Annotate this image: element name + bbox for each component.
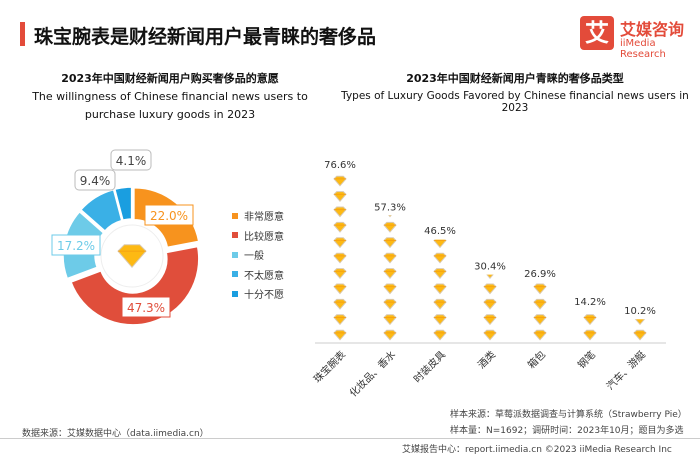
page-title: 珠宝腕表是财经新闻用户最青睐的奢侈品 bbox=[34, 26, 377, 48]
donut-slice bbox=[113, 186, 133, 222]
diamond-icon bbox=[333, 268, 347, 279]
diamond-icon bbox=[433, 314, 447, 326]
diamond-icon bbox=[483, 283, 497, 295]
diamond-icon bbox=[533, 283, 547, 295]
diamond-icon bbox=[383, 283, 397, 295]
sample-source: 样本来源：草莓派数据调查与计算系统（Strawberry Pie） bbox=[450, 410, 687, 420]
data-source: 数据来源：艾媒数据中心（data.iimedia.cn） bbox=[22, 429, 209, 439]
diamond-icon bbox=[433, 268, 447, 279]
donut-data-label: 22.0% bbox=[150, 209, 188, 223]
diamond-icon bbox=[533, 298, 547, 310]
bar-data-label: 14.2% bbox=[574, 297, 606, 308]
diamond-icon bbox=[433, 298, 447, 310]
donut-legend: 非常愿意比较愿意一般不太愿意十分不愿 bbox=[232, 206, 284, 304]
diamond-icon bbox=[433, 329, 447, 341]
donut-label-box bbox=[121, 296, 171, 318]
legend-item: 不太愿意 bbox=[232, 265, 284, 285]
diamond-icon bbox=[383, 268, 397, 279]
diamond-icon bbox=[383, 298, 397, 310]
x-tick-label: 化妆品、香水 bbox=[347, 348, 399, 400]
legend-label: 比较愿意 bbox=[244, 231, 284, 243]
diamond-icon bbox=[634, 319, 646, 326]
x-tick-label: 钢笔 bbox=[575, 348, 598, 371]
diamond-icon bbox=[333, 314, 347, 326]
diamond-icon bbox=[483, 329, 497, 341]
diamond-icon bbox=[433, 252, 447, 264]
legend-item: 十分不愿 bbox=[232, 284, 284, 304]
legend-swatch bbox=[232, 251, 238, 258]
diamond-icon bbox=[333, 191, 347, 202]
footer-divider bbox=[0, 438, 700, 439]
donut-label-box bbox=[110, 149, 152, 171]
bar-data-label: 57.3% bbox=[374, 202, 406, 213]
legend-swatch bbox=[232, 271, 238, 278]
diamond-icon bbox=[583, 329, 597, 341]
x-tick-label: 珠宝腕表 bbox=[311, 348, 348, 385]
diamond-icon bbox=[333, 206, 347, 218]
diamond-icon bbox=[433, 283, 447, 295]
x-tick-label: 时装皮具 bbox=[411, 348, 448, 385]
donut-data-label: 4.1% bbox=[116, 154, 147, 168]
diamond-icon bbox=[333, 221, 347, 233]
logo-cn: 艾媒咨询 bbox=[620, 20, 685, 39]
diamond-icon bbox=[483, 314, 497, 326]
logo-en: iiMedia Research bbox=[620, 38, 666, 60]
donut-data-label: 9.4% bbox=[80, 174, 111, 188]
x-tick-label: 箱包 bbox=[525, 348, 548, 371]
diamond-icon bbox=[383, 314, 397, 326]
donut-data-label: 17.2% bbox=[57, 239, 95, 253]
bar-data-label: 30.4% bbox=[474, 262, 506, 273]
bar-data-label: 46.5% bbox=[424, 226, 456, 237]
diamond-icon bbox=[383, 237, 397, 249]
donut-label-box bbox=[144, 204, 194, 226]
sample-info: 样本量：N=1692；调研时间：2023年10月；题目为多选 bbox=[450, 426, 684, 436]
diamond-icon bbox=[333, 252, 347, 264]
diamond-icon bbox=[533, 314, 547, 326]
legend-item: 非常愿意 bbox=[232, 206, 284, 226]
donut-label-box bbox=[51, 234, 101, 256]
title-accent-bar bbox=[20, 22, 25, 46]
bar-data-label: 76.6% bbox=[324, 160, 356, 171]
legend-swatch bbox=[232, 212, 238, 219]
donut-title: 2023年中国财经新闻用户购买奢侈品的意愿 bbox=[61, 72, 279, 85]
bar-subtitle: Types of Luxury Goods Favored by Chinese… bbox=[341, 90, 689, 114]
bar-data-label: 10.2% bbox=[624, 306, 656, 317]
logo-mark: 艾 bbox=[580, 16, 614, 50]
diamond-icon bbox=[333, 237, 347, 249]
legend-swatch bbox=[232, 232, 238, 239]
legend-label: 十分不愿 bbox=[244, 290, 284, 302]
donut-label-box bbox=[74, 169, 116, 191]
diamond-icon bbox=[486, 274, 494, 279]
bar-data-label: 26.9% bbox=[524, 269, 556, 280]
legend-label: 一般 bbox=[244, 251, 264, 263]
diamond-icon bbox=[533, 329, 547, 341]
diamond-icon bbox=[633, 329, 647, 341]
legend-item: 一般 bbox=[232, 245, 284, 265]
bar-title: 2023年中国财经新闻用户青睐的奢侈品类型 bbox=[406, 72, 624, 85]
diamond-icon bbox=[383, 329, 397, 341]
x-tick-label: 酒类 bbox=[475, 348, 498, 371]
donut-slice bbox=[79, 188, 123, 233]
legend-item: 比较愿意 bbox=[232, 226, 284, 246]
diamond-icon bbox=[388, 215, 392, 218]
diamond-icon bbox=[433, 239, 447, 249]
footer-credit: 艾媒报告中心：report.iimedia.cn ©2023 iiMedia R… bbox=[402, 445, 672, 455]
diamond-icon bbox=[333, 175, 347, 187]
legend-label: 不太愿意 bbox=[244, 270, 284, 282]
legend-swatch bbox=[232, 290, 238, 297]
x-tick-label: 汽车、游艇 bbox=[604, 348, 649, 393]
diamond-icon bbox=[583, 314, 597, 326]
diamond-icon bbox=[383, 221, 397, 233]
donut-data-label: 47.3% bbox=[127, 301, 165, 315]
diamond-icon bbox=[483, 298, 497, 310]
diamond-icon bbox=[333, 283, 347, 295]
diamond-icon bbox=[333, 329, 347, 341]
donut-subtitle: The willingness of Chinese financial new… bbox=[32, 90, 308, 121]
diamond-icon bbox=[333, 298, 347, 310]
diamond-icon bbox=[383, 252, 397, 264]
diamond-icon bbox=[117, 244, 147, 268]
legend-label: 非常愿意 bbox=[244, 212, 284, 224]
